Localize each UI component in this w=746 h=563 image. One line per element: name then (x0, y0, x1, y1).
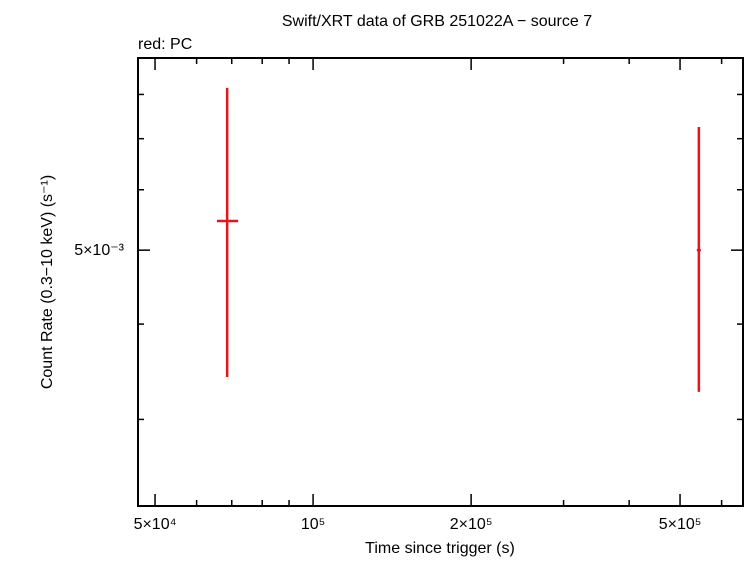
x-axis-label: Time since trigger (s) (365, 540, 515, 557)
x-tick-label: 2×10⁵ (450, 516, 493, 533)
x-tick-label: 10⁵ (301, 516, 325, 533)
x-tick-label: 5×10⁴ (134, 516, 177, 533)
plot-frame (137, 57, 744, 507)
chart-subtitle: red: PC (138, 36, 192, 53)
x-tick-label: 5×10⁵ (659, 516, 702, 533)
chart-title: Swift/XRT data of GRB 251022A − source 7 (282, 13, 592, 30)
y-tick-label: 5×10⁻³ (74, 242, 124, 259)
y-axis-label: Count Rate (0.3−10 keV) (s⁻¹) (39, 175, 56, 389)
